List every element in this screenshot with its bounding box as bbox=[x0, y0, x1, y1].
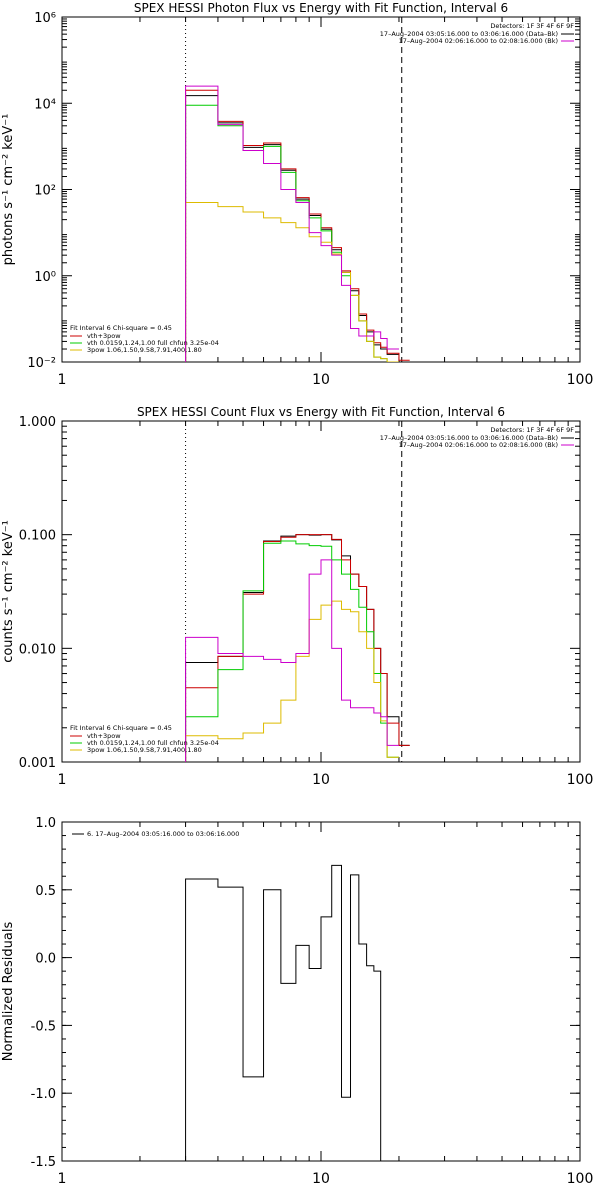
y-tick-label: -1.0 bbox=[31, 1087, 56, 1102]
y-axis-label: photons s⁻¹ cm⁻² keV⁻¹ bbox=[1, 114, 16, 266]
chart-title: SPEX HESSI Photon Flux vs Energy with Fi… bbox=[134, 1, 508, 15]
plot-area bbox=[185, 85, 410, 362]
data-series-1 bbox=[185, 534, 410, 762]
time-interval-label: 17–Aug–2004 03:05:16.000 to 03:06:16.000… bbox=[380, 30, 558, 38]
y-tick-label: 10⁻² bbox=[27, 356, 56, 371]
plot-frame bbox=[61, 821, 581, 1162]
plot-area bbox=[185, 534, 410, 762]
data-series-4 bbox=[185, 201, 399, 362]
fit-legend-item: vth 0.0159,1.24,1.00 full chfun 3.25e-04 bbox=[87, 739, 219, 747]
data-series-1 bbox=[185, 95, 410, 362]
time-interval-label: 17–Aug–2004 02:06:16.000 to 02:08:16.000… bbox=[399, 441, 558, 449]
x-tick-label: 10 bbox=[312, 772, 330, 788]
y-axis-label: Normalized Residuals bbox=[1, 922, 16, 1062]
y-tick-label: 1.0 bbox=[35, 816, 56, 831]
data-series-2 bbox=[185, 89, 410, 362]
residual-legend-label: 6. 17–Aug–2004 03:05:16.000 to 03:06:16.… bbox=[87, 830, 239, 838]
x-tick-label: 1 bbox=[58, 1171, 67, 1187]
y-tick-label: -1.5 bbox=[31, 1155, 56, 1170]
data-series-1 bbox=[185, 864, 382, 1161]
y-tick-label: 10⁰ bbox=[34, 270, 56, 285]
y-tick-label: 1.000 bbox=[19, 415, 56, 430]
x-tick-label: 100 bbox=[567, 1171, 594, 1187]
fit-legend-item: 3pow 1.06,1.50,9.58,7.91,400,1.80 bbox=[87, 346, 202, 354]
plot-frame bbox=[61, 16, 581, 363]
y-tick-label: 0.5 bbox=[35, 884, 56, 899]
y-tick-label: 10⁶ bbox=[34, 11, 56, 26]
fit-legend-item: vth+3pow bbox=[87, 332, 121, 340]
y-tick-label: 0.100 bbox=[19, 529, 56, 544]
x-tick-label: 10 bbox=[312, 1171, 330, 1187]
plot-frame bbox=[61, 420, 581, 763]
x-tick-label: 1 bbox=[58, 772, 67, 788]
y-axis-label: counts s⁻¹ cm⁻² keV⁻¹ bbox=[1, 520, 16, 663]
fit-legend-header: Fit Interval 6 Chi-square = 0.45 bbox=[70, 724, 172, 732]
fit-legend-item: 3pow 1.06,1.50,9.58,7.91,400,1.80 bbox=[87, 746, 202, 754]
y-tick-label: 10⁴ bbox=[34, 97, 56, 112]
fit-legend-item: vth+3pow bbox=[87, 732, 121, 740]
x-tick-label: 10 bbox=[312, 372, 330, 388]
fit-legend-item: vth 0.0159,1.24,1.00 full chfun 3.25e-04 bbox=[87, 339, 219, 347]
chart-title: SPEX HESSI Count Flux vs Energy with Fit… bbox=[137, 405, 505, 419]
x-tick-label: 1 bbox=[58, 372, 67, 388]
time-interval-label: 17–Aug–2004 03:05:16.000 to 03:06:16.000… bbox=[380, 434, 558, 442]
y-tick-label: 0.010 bbox=[19, 642, 56, 657]
data-series-5 bbox=[185, 559, 399, 762]
y-tick-label: 0.001 bbox=[19, 756, 56, 771]
data-series-5 bbox=[185, 85, 399, 362]
x-tick-label: 100 bbox=[567, 372, 594, 388]
detectors-label: Detectors: 1F 3F 4F 6F 9F bbox=[490, 426, 574, 434]
chart-panel-3: Normalized Residuals 1 10 100 -1.5 -1.0 -0.5 0.… bbox=[1, 816, 593, 1187]
x-tick-label: 100 bbox=[567, 772, 594, 788]
plot-area bbox=[185, 864, 382, 1161]
time-interval-label: 17–Aug–2004 02:06:16.000 to 02:08:16.000… bbox=[399, 37, 558, 45]
fit-legend-header: Fit Interval 6 Chi-square = 0.45 bbox=[70, 324, 172, 332]
detectors-label: Detectors: 1F 3F 4F 6F 9F bbox=[490, 22, 574, 30]
y-tick-label: -0.5 bbox=[31, 1019, 56, 1034]
chart-panel-1: SPEX HESSI Photon Flux vs Energy with Fi… bbox=[1, 1, 593, 388]
chart-panel-2: SPEX HESSI Count Flux vs Energy with Fit… bbox=[1, 405, 593, 788]
y-tick-label: 10² bbox=[34, 184, 56, 199]
data-series-2 bbox=[185, 534, 410, 762]
y-tick-label: 0.0 bbox=[35, 952, 56, 967]
